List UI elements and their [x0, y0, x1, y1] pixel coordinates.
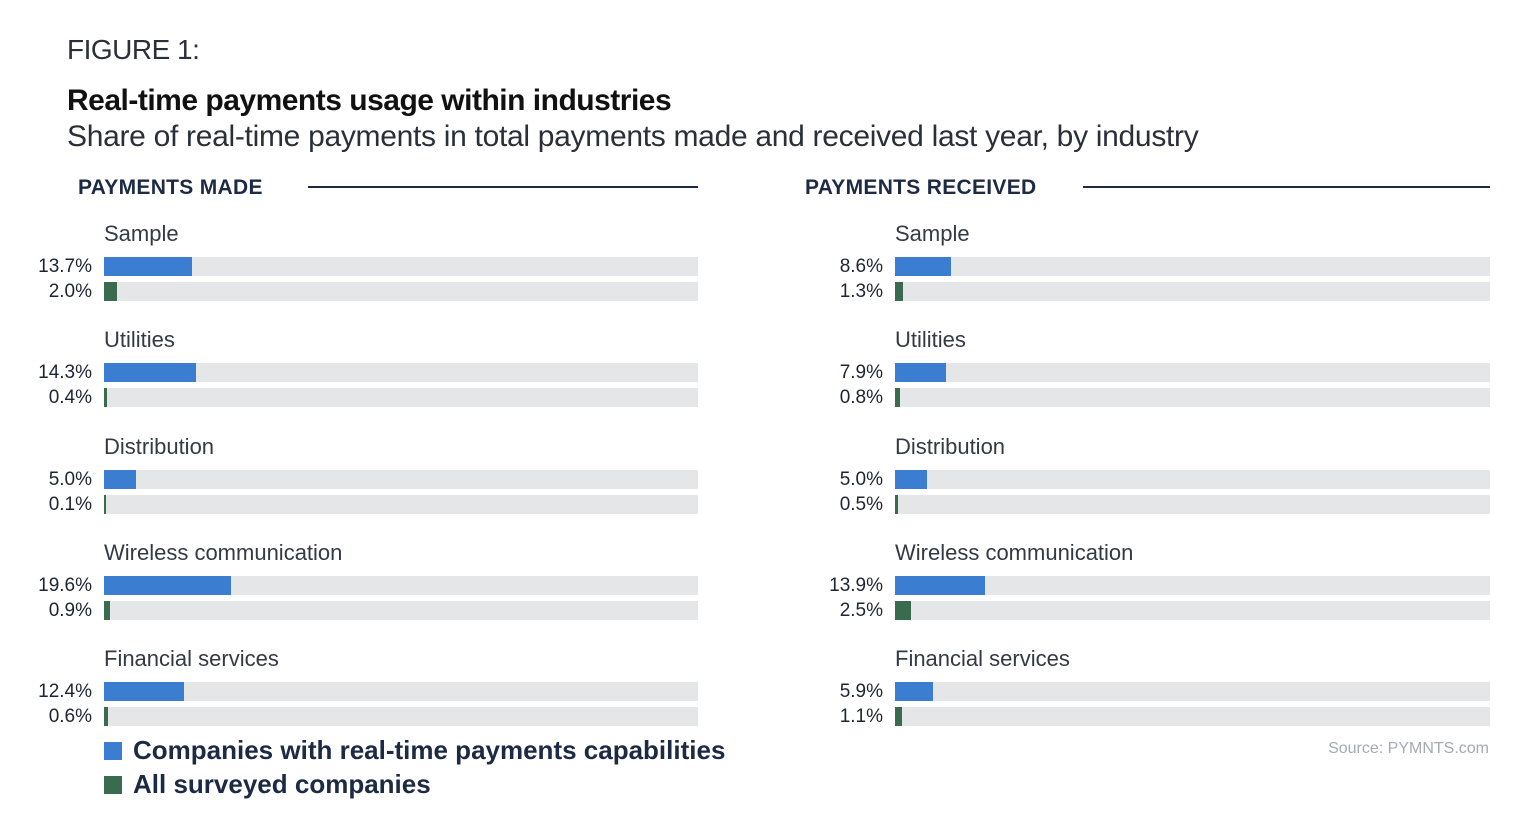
- bar-all-companies: [895, 494, 899, 514]
- bar-all-companies: [895, 282, 904, 301]
- bar-track: [104, 600, 698, 620]
- panel-title-received: PAYMENTS RECEIVED: [805, 176, 1037, 199]
- bar-all-companies: [895, 707, 903, 727]
- data-label: 0.4%: [48, 387, 92, 409]
- chart-subtitle: Share of real-time payments in total pay…: [67, 120, 1199, 153]
- bar-track: [895, 575, 1490, 595]
- bar-all-companies: [104, 494, 106, 514]
- bar-capable-companies: [104, 363, 197, 383]
- bar-track: [104, 257, 698, 276]
- bar-track: [104, 363, 698, 383]
- bar-all-companies: [895, 388, 901, 408]
- data-label: 5.0%: [839, 468, 883, 490]
- figure-label: FIGURE 1:: [67, 34, 200, 65]
- bar-track: [895, 469, 1490, 489]
- data-label: 0.9%: [48, 599, 92, 621]
- bar-track: [104, 388, 698, 408]
- category-label: Financial services: [895, 646, 1070, 672]
- data-label: 5.9%: [839, 681, 883, 703]
- data-label: 13.9%: [829, 574, 883, 596]
- category-label: Sample: [104, 221, 179, 246]
- data-label: 7.9%: [839, 362, 883, 384]
- bar-track: [104, 707, 698, 727]
- category-label: Distribution: [895, 433, 1006, 459]
- bar-track: [895, 707, 1490, 727]
- bar-capable-companies: [104, 682, 185, 702]
- bar-track: [895, 282, 1490, 301]
- bar-all-companies: [104, 707, 108, 727]
- bar-track: [895, 600, 1490, 620]
- chart-title: Real-time payments usage within industri…: [67, 84, 672, 117]
- bar-track: [104, 494, 698, 514]
- bar-track: [104, 282, 698, 301]
- bar-track: [104, 575, 698, 595]
- legend-swatch-capable: [104, 742, 122, 760]
- category-label: Sample: [895, 221, 970, 246]
- data-label: 19.6%: [38, 574, 92, 596]
- bar-all-companies: [104, 388, 107, 408]
- bar-track: [895, 257, 1490, 276]
- bar-track: [895, 388, 1490, 408]
- bar-all-companies: [104, 600, 110, 620]
- bar-track: [895, 494, 1490, 514]
- bar-capable-companies: [895, 363, 947, 383]
- bar-track: [104, 682, 698, 702]
- bar-capable-companies: [104, 575, 231, 595]
- data-label: 0.5%: [839, 493, 883, 515]
- bar-capable-companies: [895, 257, 951, 276]
- bar-capable-companies: [104, 469, 137, 489]
- divider: [1083, 186, 1490, 188]
- data-label: 14.3%: [38, 362, 92, 384]
- data-label: 13.7%: [38, 256, 92, 277]
- bar-all-companies: [104, 282, 117, 301]
- bar-track: [104, 469, 698, 489]
- data-label: 8.6%: [839, 256, 883, 277]
- data-label: 1.3%: [839, 281, 883, 302]
- bar-track: [895, 682, 1490, 702]
- bar-capable-companies: [895, 575, 985, 595]
- data-label: 0.6%: [48, 706, 92, 728]
- data-label: 0.1%: [48, 493, 92, 515]
- data-label: 2.0%: [48, 281, 92, 302]
- data-label: 0.8%: [839, 387, 883, 409]
- legend-swatch-all: [104, 776, 122, 794]
- divider: [308, 186, 698, 188]
- legend-label-capable: Companies with real-time payments capabi…: [133, 735, 726, 765]
- bar-capable-companies: [895, 469, 928, 489]
- source-note: Source: PYMNTS.com: [1328, 740, 1489, 757]
- category-label: Utilities: [104, 327, 175, 353]
- category-label: Wireless communication: [104, 539, 343, 565]
- panel-title-made: PAYMENTS MADE: [78, 176, 263, 199]
- bar-capable-companies: [895, 682, 934, 702]
- bar-all-companies: [895, 600, 912, 620]
- legend-label-all: All surveyed companies: [133, 769, 431, 799]
- category-label: Financial services: [104, 646, 279, 672]
- category-label: Utilities: [895, 327, 966, 353]
- category-label: Distribution: [104, 433, 215, 459]
- bar-capable-companies: [104, 257, 193, 276]
- data-label: 1.1%: [839, 706, 883, 728]
- data-label: 2.5%: [839, 599, 883, 621]
- data-label: 5.0%: [48, 468, 92, 490]
- bar-track: [895, 363, 1490, 383]
- category-label: Wireless communication: [895, 539, 1134, 565]
- data-label: 12.4%: [38, 681, 92, 703]
